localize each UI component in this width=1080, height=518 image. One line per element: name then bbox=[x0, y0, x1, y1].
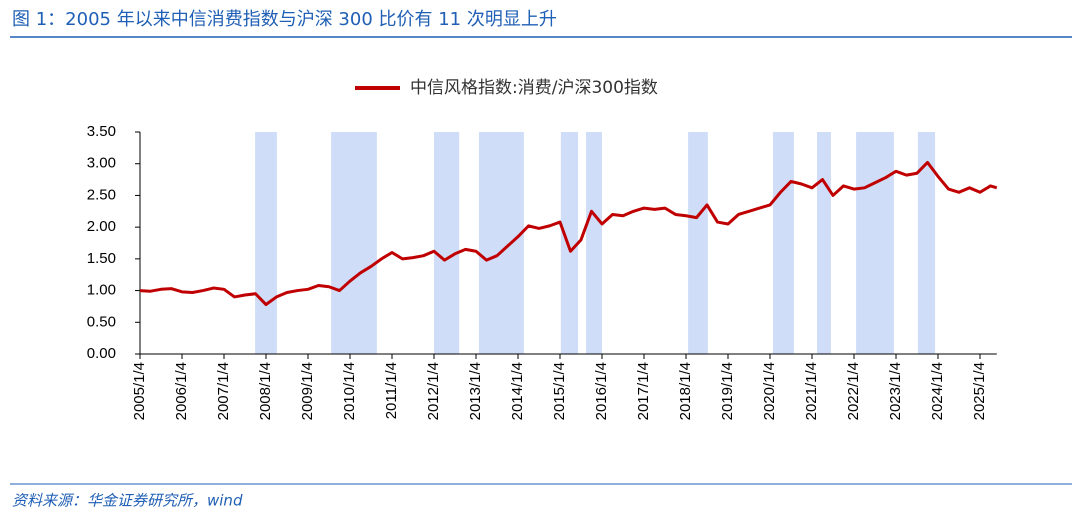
x-tick-label: 2017/1/4 bbox=[635, 362, 652, 420]
y-tick-label: 0.00 bbox=[87, 345, 116, 362]
y-tick-label: 1.50 bbox=[87, 250, 116, 267]
shaded-period bbox=[688, 132, 708, 354]
shaded-period bbox=[331, 132, 377, 354]
chart-title: 图 1：2005 年以来中信消费指数与沪深 300 比价有 11 次明显上升 bbox=[12, 9, 557, 30]
x-tick-label: 2006/1/4 bbox=[173, 362, 190, 420]
shaded-period bbox=[434, 132, 460, 354]
shaded-period bbox=[917, 132, 936, 354]
x-tick-label: 2012/1/4 bbox=[425, 362, 442, 420]
shaded-period bbox=[586, 132, 602, 354]
x-tick-label: 2015/1/4 bbox=[551, 362, 568, 420]
x-tick-label: 2009/1/4 bbox=[299, 362, 316, 420]
x-tick-label: 2019/1/4 bbox=[719, 362, 736, 420]
x-tick-label: 2007/1/4 bbox=[215, 362, 232, 420]
shaded-period bbox=[856, 132, 894, 354]
x-tick-label: 2021/1/4 bbox=[803, 362, 820, 420]
x-tick-label: 2011/1/4 bbox=[383, 362, 400, 419]
y-tick-label: 3.50 bbox=[87, 123, 116, 140]
y-tick-label: 0.50 bbox=[87, 313, 116, 330]
shaded-period bbox=[772, 132, 794, 354]
y-tick-label: 2.00 bbox=[87, 218, 116, 235]
y-tick-label: 2.50 bbox=[87, 186, 116, 203]
series-line bbox=[139, 160, 998, 307]
y-tick-label: 1.00 bbox=[87, 282, 116, 299]
x-tick-label: 2018/1/4 bbox=[677, 362, 694, 420]
source: 资料来源：华金证券研究所，wind bbox=[12, 492, 243, 510]
x-tick-label: 2008/1/4 bbox=[257, 362, 274, 420]
x-tick-label: 2023/1/4 bbox=[887, 362, 904, 420]
x-tick-label: 2022/1/4 bbox=[845, 362, 862, 420]
shaded-period bbox=[817, 132, 831, 354]
legend-label: 中信风格指数:消费/沪深300指数 bbox=[410, 78, 658, 98]
x-tick-label: 2025/1/4 bbox=[971, 362, 988, 420]
x-tick-label: 2005/1/4 bbox=[131, 362, 148, 420]
x-tick-label: 2024/1/4 bbox=[929, 362, 946, 420]
x-tick-label: 2010/1/4 bbox=[341, 362, 358, 420]
x-tick-label: 2016/1/4 bbox=[593, 362, 610, 420]
x-tick-label: 2020/1/4 bbox=[761, 362, 778, 420]
shaded-period bbox=[478, 132, 524, 354]
x-tick-label: 2013/1/4 bbox=[467, 362, 484, 420]
y-tick-label: 3.00 bbox=[87, 155, 116, 172]
shaded-period bbox=[560, 132, 579, 354]
shaded-period bbox=[255, 132, 277, 354]
x-tick-label: 2014/1/4 bbox=[509, 362, 526, 420]
